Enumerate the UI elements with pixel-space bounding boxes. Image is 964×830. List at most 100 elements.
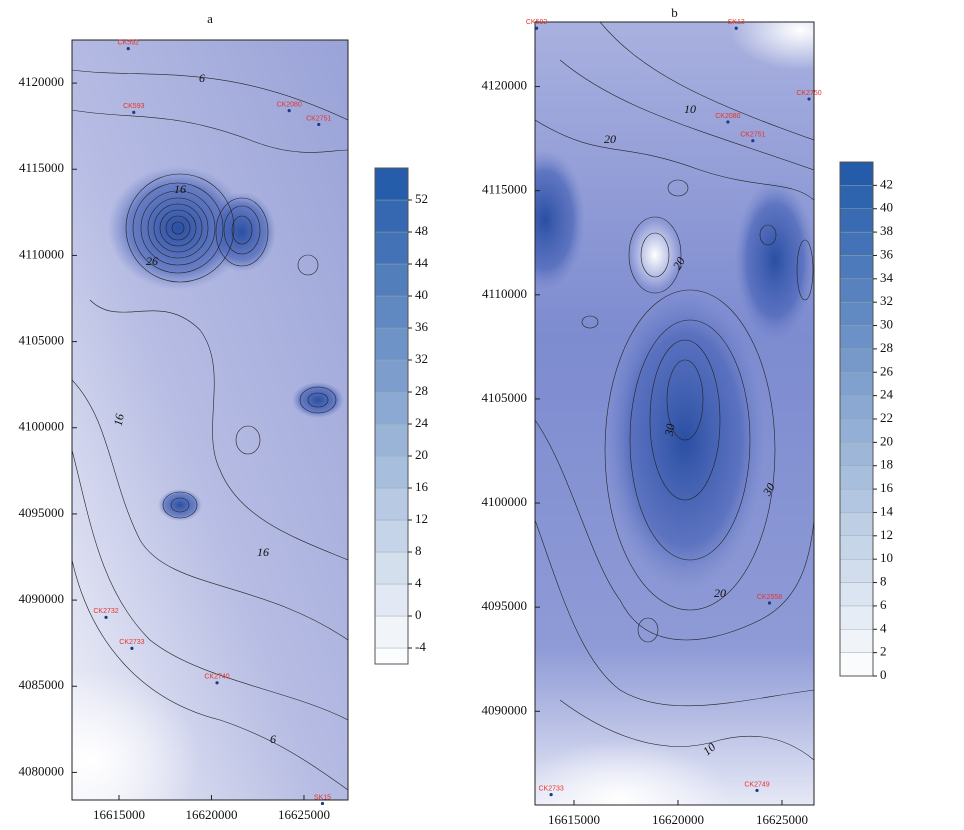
colorbar-band <box>839 605 874 630</box>
borehole <box>215 681 219 685</box>
panel-title: a <box>207 11 213 26</box>
y-tick-label: 4080000 <box>19 763 65 778</box>
colorbar-band <box>839 418 874 443</box>
borehole <box>549 792 553 797</box>
colorbar-tick-label: 20 <box>880 433 893 448</box>
borehole-label: CK592 <box>526 19 548 26</box>
colorbar-band <box>839 208 874 233</box>
contour-label: 30 <box>759 481 778 499</box>
colorbar-frame <box>374 167 409 665</box>
field-a <box>72 40 348 800</box>
panel-title: b <box>671 5 678 20</box>
colorbar-tick-label: 6 <box>880 597 887 612</box>
y-tick-label: 4120000 <box>482 78 528 93</box>
contour-label: 16 <box>257 545 269 559</box>
borehole <box>320 801 325 806</box>
contour-label: 20 <box>604 132 616 146</box>
borehole <box>130 646 134 650</box>
colorbar-tick-label: 0 <box>880 667 887 682</box>
colorbar-tick-label: 40 <box>415 287 428 302</box>
colorbar-band <box>374 647 409 665</box>
y-tick-label: 4115000 <box>482 182 527 197</box>
colorbar-band <box>374 583 409 617</box>
borehole <box>751 139 755 143</box>
borehole-label: CK2080 <box>715 113 740 120</box>
x-tick-label: 16620000 <box>185 807 237 822</box>
colorbar-tick-label: 32 <box>880 293 893 308</box>
colorbar-band <box>374 199 409 233</box>
borehole-label: SK15 <box>314 794 331 801</box>
x-tick-label: 16625000 <box>756 812 808 827</box>
colorbar-band <box>839 512 874 537</box>
colorbar-tick-label: 4 <box>415 575 422 590</box>
colorbar-band <box>839 535 874 560</box>
borehole-label: CK2733 <box>538 785 563 792</box>
contour-label: 10 <box>684 102 696 116</box>
y-tick-label: 4100000 <box>19 419 65 434</box>
colorbar-band <box>839 488 874 513</box>
colorbar-tick-label: 18 <box>880 457 893 472</box>
colorbar-band <box>374 487 409 521</box>
colorbar-band <box>374 455 409 489</box>
colorbar-band <box>839 395 874 420</box>
colorbar-band <box>374 167 409 201</box>
borehole <box>317 122 321 127</box>
colorbar-band <box>374 615 409 649</box>
colorbar-tick-label: 38 <box>880 223 893 238</box>
colorbar-band <box>839 465 874 490</box>
colorbar-tick-label: 32 <box>415 351 428 366</box>
y-tick-label: 4105000 <box>482 390 528 405</box>
borehole-label: CK2749 <box>744 781 769 788</box>
colorbar-tick-label: 10 <box>880 550 893 565</box>
borehole-label: CK2740 <box>204 674 229 681</box>
x-tick-label: 16625000 <box>278 807 330 822</box>
colorbar-band <box>839 161 874 186</box>
colorbar-tick-label: 16 <box>880 480 894 495</box>
y-tick-label: 4095000 <box>482 598 528 613</box>
colorbar-band <box>839 629 874 653</box>
colorbar-tick-label: 52 <box>415 191 428 206</box>
colorbar-tick-label: 28 <box>880 340 893 355</box>
colorbar-tick-label: 36 <box>415 319 429 334</box>
colorbar-tick-label: 48 <box>415 223 428 238</box>
colorbar-band <box>839 558 874 583</box>
y-tick-label: 4100000 <box>482 494 528 509</box>
colorbar-tick-label: 36 <box>880 246 894 261</box>
colorbar-tick-label: 12 <box>880 527 893 542</box>
borehole <box>726 120 730 124</box>
borehole <box>104 615 108 619</box>
colorbar-tick-label: 22 <box>880 410 893 425</box>
colorbar-tick-label: -4 <box>415 639 426 654</box>
colorbar-tick-label: 24 <box>415 415 429 430</box>
x-tick-label: 16615000 <box>93 807 145 822</box>
colorbar-tick-label: 26 <box>880 363 894 378</box>
contour-label: 20 <box>714 586 726 600</box>
colorbar-band <box>839 278 874 303</box>
colorbar-band <box>839 185 874 209</box>
y-tick-label: 4090000 <box>19 591 65 606</box>
colorbar-band <box>839 255 874 280</box>
contour-label: 6 <box>199 71 205 85</box>
colorbar-tick-label: 16 <box>415 479 429 494</box>
borehole-label: CK2733 <box>119 639 144 646</box>
y-tick-label: 4110000 <box>19 246 64 261</box>
contour-label: 16 <box>174 182 186 196</box>
colorbar-band <box>374 391 409 425</box>
colorbar-band <box>839 231 874 256</box>
x-tick-label: 16615000 <box>548 812 600 827</box>
colorbar-band <box>374 295 409 329</box>
colorbar-tick-label: 28 <box>415 383 428 398</box>
y-tick-label: 4085000 <box>19 677 65 692</box>
colorbar-band <box>839 442 874 466</box>
contour-label: 6 <box>270 732 276 746</box>
borehole-label: SK13 <box>728 19 745 26</box>
borehole-label: CK2558 <box>757 594 782 601</box>
y-tick-label: 4095000 <box>19 505 65 520</box>
colorbar-tick-label: 4 <box>880 620 887 635</box>
colorbar-band <box>839 325 874 350</box>
x-tick-label: 16620000 <box>652 812 704 827</box>
contour-label: 16 <box>111 413 127 427</box>
colorbar-band <box>374 263 409 297</box>
colorbar-tick-label: 8 <box>880 574 887 589</box>
